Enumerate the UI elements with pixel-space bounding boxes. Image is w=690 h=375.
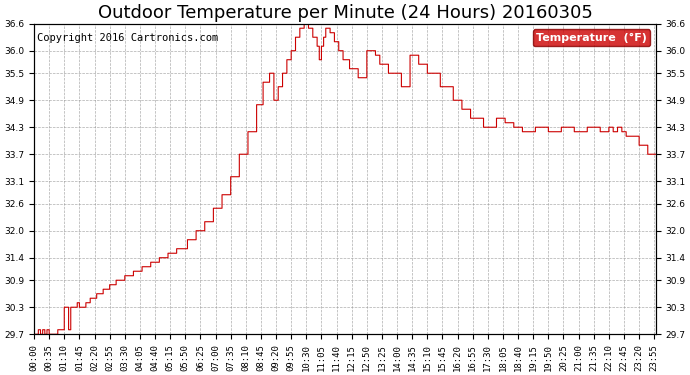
Title: Outdoor Temperature per Minute (24 Hours) 20160305: Outdoor Temperature per Minute (24 Hours… — [97, 4, 593, 22]
Legend: Temperature  (°F): Temperature (°F) — [533, 29, 651, 46]
Text: Copyright 2016 Cartronics.com: Copyright 2016 Cartronics.com — [37, 33, 218, 43]
